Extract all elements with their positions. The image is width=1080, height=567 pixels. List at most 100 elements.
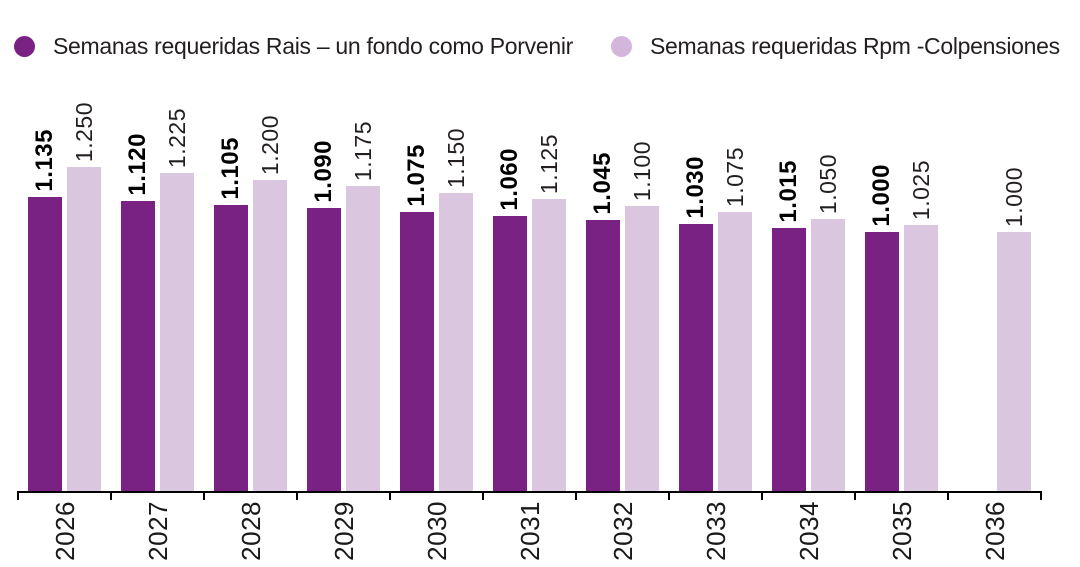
bar-rpm bbox=[718, 212, 752, 491]
bar-column-rais: 1.030 bbox=[679, 156, 713, 491]
bar-column-rais: 1.090 bbox=[307, 140, 341, 491]
bar-value-label: 1.060 bbox=[496, 148, 523, 211]
x-axis-label: 2032 bbox=[607, 501, 638, 561]
bar-rpm bbox=[253, 180, 287, 491]
x-axis-label: 2036 bbox=[979, 501, 1010, 561]
bar-value-label: 1.075 bbox=[403, 144, 430, 207]
bar-group-2031: 1.060 1.125 bbox=[483, 88, 576, 491]
bar-rpm bbox=[811, 219, 845, 491]
bar-value-label: 1.250 bbox=[70, 101, 97, 162]
bar-column-rpm: 1.000 bbox=[997, 167, 1031, 491]
x-axis-label-cell: 2034 bbox=[762, 501, 855, 561]
x-axis-label-cell: 2027 bbox=[111, 501, 204, 561]
bar-rais bbox=[679, 224, 713, 491]
bar-rpm bbox=[67, 167, 101, 491]
bar-value-label: 1.135 bbox=[31, 129, 58, 192]
x-axis-labels: 2026 2027 2028 2029 2030 2031 2032 2033 2034 2035… bbox=[18, 491, 1041, 561]
legend-dot-rpm-icon bbox=[611, 36, 633, 57]
bar-column-rpm: 1.025 bbox=[904, 160, 938, 491]
bar-column-rais: 1.015 bbox=[772, 160, 806, 491]
bar-value-label: 1.090 bbox=[310, 140, 337, 203]
bar-rais bbox=[400, 212, 434, 491]
x-axis-label-cell: 2032 bbox=[576, 501, 669, 561]
bar-column-rpm: 1.050 bbox=[811, 154, 845, 491]
bar-value-label: 1.175 bbox=[349, 120, 376, 181]
bar-group-2036: 1.000 bbox=[948, 88, 1041, 491]
bar-value-label: 1.030 bbox=[682, 156, 709, 219]
x-axis-label: 2028 bbox=[235, 501, 266, 561]
x-axis-label: 2029 bbox=[328, 501, 359, 561]
bar-column-rais: 1.135 bbox=[28, 129, 62, 491]
bar-rpm bbox=[346, 186, 380, 491]
x-axis-label-cell: 2029 bbox=[297, 501, 390, 561]
bar-rpm bbox=[997, 232, 1031, 491]
bar-column-rais: 1.120 bbox=[121, 133, 155, 491]
x-axis-label-cell: 2030 bbox=[390, 501, 483, 561]
bar-value-label: 1.105 bbox=[217, 137, 244, 200]
bar-group-2029: 1.090 1.175 bbox=[297, 88, 390, 491]
bar-rais bbox=[493, 216, 527, 491]
bar-group-2030: 1.075 1.150 bbox=[390, 88, 483, 491]
bar-value-label: 1.200 bbox=[256, 114, 283, 175]
bar-value-label: 1.120 bbox=[124, 133, 151, 196]
bar-group-2027: 1.120 1.225 bbox=[111, 88, 204, 491]
bar-column-rpm: 1.150 bbox=[439, 128, 473, 491]
bar-column-rpm: 1.075 bbox=[718, 147, 752, 491]
x-axis-label: 2027 bbox=[142, 501, 173, 561]
x-axis-label: 2031 bbox=[514, 501, 545, 561]
bar-rpm bbox=[904, 225, 938, 491]
bar-value-label: 1.075 bbox=[721, 146, 748, 207]
x-axis-label-cell: 2028 bbox=[204, 501, 297, 561]
bar-group-2035: 1.000 1.025 bbox=[855, 88, 948, 491]
legend-dot-rais-icon bbox=[14, 36, 35, 57]
bar-group-2026: 1.135 1.250 bbox=[18, 88, 111, 491]
bar-value-label: 1.100 bbox=[628, 140, 655, 201]
bar-group-2034: 1.015 1.050 bbox=[762, 88, 855, 491]
legend-item-rpm: Semanas requeridas Rpm -Colpensiones bbox=[611, 33, 1060, 60]
bar-value-label: 1.050 bbox=[814, 153, 841, 214]
bar-column-rpm: 1.200 bbox=[253, 115, 287, 491]
bar-groups: 1.135 1.250 1.120 1.225 1.105 1.200 1.090 1.175… bbox=[18, 88, 1041, 491]
bar-group-2028: 1.105 1.200 bbox=[204, 88, 297, 491]
x-axis-label: 2034 bbox=[793, 501, 824, 561]
x-axis-label: 2030 bbox=[421, 501, 452, 561]
bar-column-rpm: 1.100 bbox=[625, 141, 659, 491]
bar-value-label: 1.015 bbox=[775, 160, 802, 223]
bar-value-label: 1.125 bbox=[535, 133, 562, 194]
x-axis-label-cell: 2026 bbox=[18, 501, 111, 561]
bar-rais bbox=[121, 201, 155, 491]
bar-column-rais: 1.075 bbox=[400, 144, 434, 491]
bar-column-rais: 1.105 bbox=[214, 137, 248, 491]
bar-rais bbox=[865, 232, 899, 491]
x-axis-label: 2035 bbox=[886, 501, 917, 561]
bar-column-rais: 1.000 bbox=[865, 164, 899, 491]
bar-column-rpm: 1.225 bbox=[160, 108, 194, 491]
bar-rpm bbox=[160, 173, 194, 491]
bar-value-label: 1.000 bbox=[868, 164, 895, 227]
x-axis-label-cell: 2033 bbox=[669, 501, 762, 561]
x-axis-label-cell: 2035 bbox=[855, 501, 948, 561]
x-axis-label-cell: 2031 bbox=[483, 501, 576, 561]
bar-column-rpm: 1.250 bbox=[67, 102, 101, 491]
legend-label-rpm: Semanas requeridas Rpm -Colpensiones bbox=[650, 33, 1060, 59]
bar-rais bbox=[214, 205, 248, 491]
legend-label-rais: Semanas requeridas Rais – un fondo como … bbox=[53, 33, 574, 59]
plot-area: 1.135 1.250 1.120 1.225 1.105 1.200 1.090 1.175… bbox=[17, 88, 1042, 561]
bar-column-rpm: 1.175 bbox=[346, 121, 380, 491]
bar-rpm bbox=[532, 199, 566, 491]
bar-value-label: 1.025 bbox=[907, 159, 934, 220]
bar-rais bbox=[28, 197, 62, 491]
bar-value-label: 1.000 bbox=[1000, 166, 1027, 227]
legend: Semanas requeridas Rais – un fondo como … bbox=[14, 33, 1060, 60]
bar-rais bbox=[307, 208, 341, 491]
bar-group-2032: 1.045 1.100 bbox=[576, 88, 669, 491]
bar-column-rais: 1.045 bbox=[586, 152, 620, 491]
x-axis-label: 2033 bbox=[700, 501, 731, 561]
bar-column-rais: 1.060 bbox=[493, 148, 527, 491]
x-axis-label: 2026 bbox=[49, 501, 80, 561]
bar-column-rpm: 1.125 bbox=[532, 134, 566, 491]
bar-rais bbox=[772, 228, 806, 491]
legend-item-rais: Semanas requeridas Rais – un fondo como … bbox=[14, 33, 573, 60]
bar-value-label: 1.150 bbox=[442, 127, 469, 188]
bar-rpm bbox=[625, 206, 659, 491]
